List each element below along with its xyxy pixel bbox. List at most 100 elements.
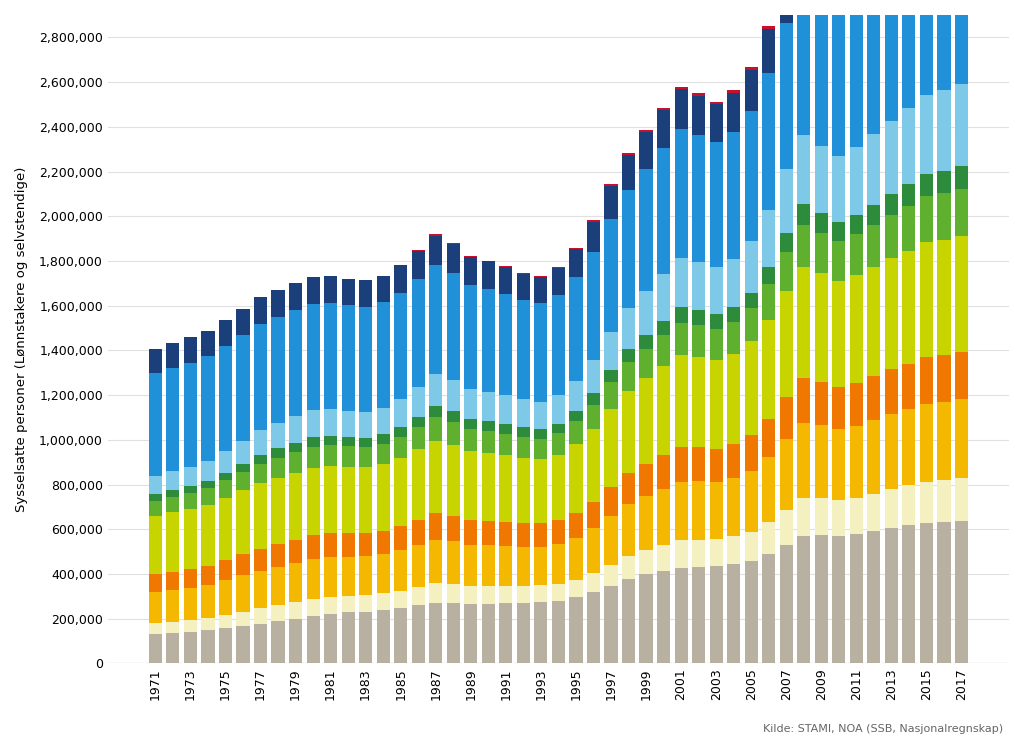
Bar (148, 349, 162, 373)
Bar (902, 185, 915, 206)
Bar (762, 419, 775, 457)
Bar (412, 606, 425, 664)
Bar (202, 565, 214, 585)
Y-axis label: Sysselsatte personer (Lønnstakere og selvstendige): Sysselsatte personer (Lønnstakere og sel… (15, 167, 28, 512)
Bar (412, 587, 425, 606)
Bar (710, 267, 723, 314)
Bar (815, 273, 827, 382)
Bar (517, 437, 530, 457)
Bar (604, 486, 617, 516)
Bar (622, 504, 635, 556)
Bar (833, 500, 846, 536)
Bar (657, 274, 670, 320)
Bar (744, 435, 758, 471)
Bar (675, 89, 688, 129)
Bar (464, 545, 477, 586)
Bar (517, 603, 530, 664)
Bar (744, 341, 758, 435)
Bar (271, 544, 285, 567)
Bar (289, 563, 302, 602)
Bar (604, 516, 617, 565)
Bar (464, 257, 477, 285)
Bar (587, 222, 600, 252)
Bar (342, 557, 354, 596)
Bar (237, 472, 250, 490)
Bar (639, 574, 652, 664)
Bar (639, 132, 652, 169)
Bar (955, 399, 968, 478)
Bar (850, 498, 863, 534)
Bar (412, 416, 425, 427)
Bar (692, 325, 706, 357)
Bar (254, 484, 267, 548)
Bar (955, 352, 968, 399)
Bar (744, 531, 758, 560)
Bar (148, 476, 162, 494)
Bar (920, 404, 933, 482)
Bar (552, 434, 565, 454)
Bar (885, 194, 898, 215)
Bar (797, 224, 810, 267)
Bar (377, 593, 390, 610)
Bar (184, 588, 197, 620)
Bar (166, 621, 179, 633)
Bar (744, 67, 758, 69)
Bar (148, 494, 162, 501)
Bar (710, 101, 723, 104)
Bar (762, 457, 775, 522)
Bar (517, 547, 530, 586)
Bar (692, 357, 706, 447)
Bar (937, 402, 950, 480)
Bar (955, 166, 968, 189)
Bar (727, 93, 740, 132)
Bar (359, 280, 373, 307)
Bar (639, 349, 652, 378)
Text: Kilde: STAMI, NOA (SSB, Nasjonalregnskap): Kilde: STAMI, NOA (SSB, Nasjonalregnskap… (764, 724, 1004, 734)
Bar (604, 370, 617, 382)
Bar (850, 383, 863, 425)
Bar (850, 534, 863, 664)
Bar (622, 473, 635, 504)
Bar (166, 571, 179, 590)
Bar (675, 355, 688, 447)
Bar (797, 204, 810, 224)
Bar (342, 466, 354, 533)
Bar (552, 423, 565, 434)
Bar (587, 360, 600, 393)
Bar (166, 633, 179, 664)
Bar (675, 323, 688, 355)
Bar (184, 493, 197, 509)
Bar (569, 411, 583, 421)
Bar (237, 308, 250, 335)
Bar (744, 69, 758, 111)
Bar (377, 408, 390, 434)
Bar (429, 441, 442, 513)
Bar (464, 604, 477, 664)
Bar (587, 428, 600, 501)
Bar (254, 324, 267, 430)
Bar (377, 434, 390, 444)
Bar (412, 545, 425, 587)
Bar (219, 481, 232, 498)
Bar (342, 446, 354, 466)
Bar (675, 447, 688, 482)
Bar (920, 523, 933, 664)
Bar (148, 574, 162, 592)
Bar (429, 406, 442, 417)
Bar (254, 463, 267, 484)
Bar (271, 290, 285, 317)
Bar (604, 586, 617, 664)
Bar (446, 603, 460, 664)
Bar (219, 628, 232, 664)
Bar (779, 545, 793, 664)
Bar (727, 322, 740, 354)
Bar (920, 174, 933, 197)
Bar (148, 635, 162, 664)
Bar (202, 618, 214, 630)
Bar (639, 130, 652, 132)
Bar (815, 425, 827, 498)
Bar (833, 429, 846, 500)
Bar (446, 380, 460, 410)
Bar (622, 390, 635, 473)
Bar (464, 586, 477, 604)
